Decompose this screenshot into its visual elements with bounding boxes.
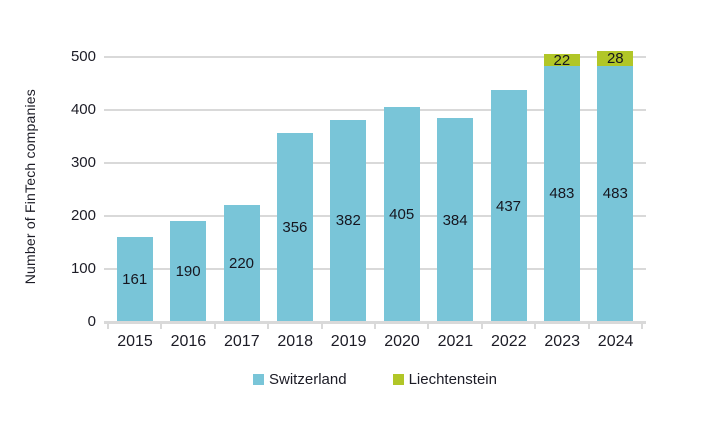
x-axis-tick [374,324,376,329]
x-axis-tick [107,324,109,329]
legend-item-switzerland: Switzerland [253,371,347,388]
gridline-400 [104,109,646,111]
x-tick-label-2022: 2022 [491,333,527,350]
x-axis-line [104,321,646,324]
bar-value-label: 483 [602,185,628,203]
x-tick-label-2017: 2017 [224,333,260,350]
gridline-500 [104,56,646,58]
bar-switzerland-2022: 437 [490,90,527,322]
bar-value-label: 22 [553,51,571,69]
bar-value-label: 483 [549,185,575,203]
legend-label: Switzerland [269,371,347,388]
bar-switzerland-2021: 384 [437,118,474,322]
bar-switzerland-2019: 382 [330,119,367,322]
gridline-200 [104,215,646,217]
bar-switzerland-2020: 405 [383,107,420,322]
y-axis-title: Number of FinTech companies [18,52,42,322]
x-tick-label-2019: 2019 [330,333,367,350]
x-axis-tick [160,324,163,329]
x-axis-tick [587,324,590,329]
legend-swatch-switzerland [253,374,265,385]
x-axis-tick [267,324,270,329]
bar-switzerland-2017: 220 [223,205,260,322]
bar-value-label: 356 [282,219,308,237]
legend: Switzerland Liechtenstein [108,371,642,388]
y-tick-label-500: 500 [70,48,96,65]
bar-value-label: 382 [335,212,361,230]
bar-switzerland-2016: 190 [170,221,207,322]
y-tick-label-0: 0 [87,313,96,330]
legend-item-liechtenstein: Liechtenstein [392,371,497,388]
y-tick-label-200: 200 [70,207,96,224]
bar-switzerland-2023: 483 [543,66,580,322]
y-tick-label-100: 100 [70,260,96,277]
y-tick-label-400: 400 [70,101,96,118]
x-axis-tick [320,324,323,329]
bar-value-label: 437 [495,197,522,215]
bar-value-label: 220 [228,255,255,273]
x-tick-label-2020: 2020 [384,333,420,350]
x-axis-tick [534,324,537,329]
bar-value-label: 161 [122,270,148,288]
x-tick-label-2016: 2016 [170,333,207,350]
gridline-300 [104,162,646,164]
bar-switzerland-2015: 161 [116,236,153,322]
x-axis-tick [427,324,430,329]
x-tick-label-2015: 2015 [117,333,153,350]
gridline-100 [104,268,646,270]
bar-value-label: 28 [606,50,624,68]
legend-swatch-liechtenstein [392,374,404,385]
bar-value-label: 384 [442,211,468,229]
x-axis-tick [641,324,643,329]
bar-value-label: 190 [175,263,201,281]
bar-liechtenstein-2024: 28 [597,50,634,68]
legend-label: Liechtenstein [408,371,497,388]
x-axis-tick [480,324,483,329]
y-axis-title-text: Number of FinTech companies [22,89,38,285]
bar-liechtenstein-2023: 22 [543,51,580,69]
x-tick-label-2024: 2024 [597,333,634,350]
x-tick-label-2023: 2023 [544,333,580,350]
bar-switzerland-2024: 483 [597,66,634,322]
x-tick-label-2018: 2018 [277,333,313,350]
y-tick-label-300: 300 [70,154,96,171]
x-tick-label-2021: 2021 [437,333,474,350]
bar-value-label: 405 [389,206,415,224]
x-axis-tick [213,324,216,329]
bar-switzerland-2018: 356 [276,133,313,322]
